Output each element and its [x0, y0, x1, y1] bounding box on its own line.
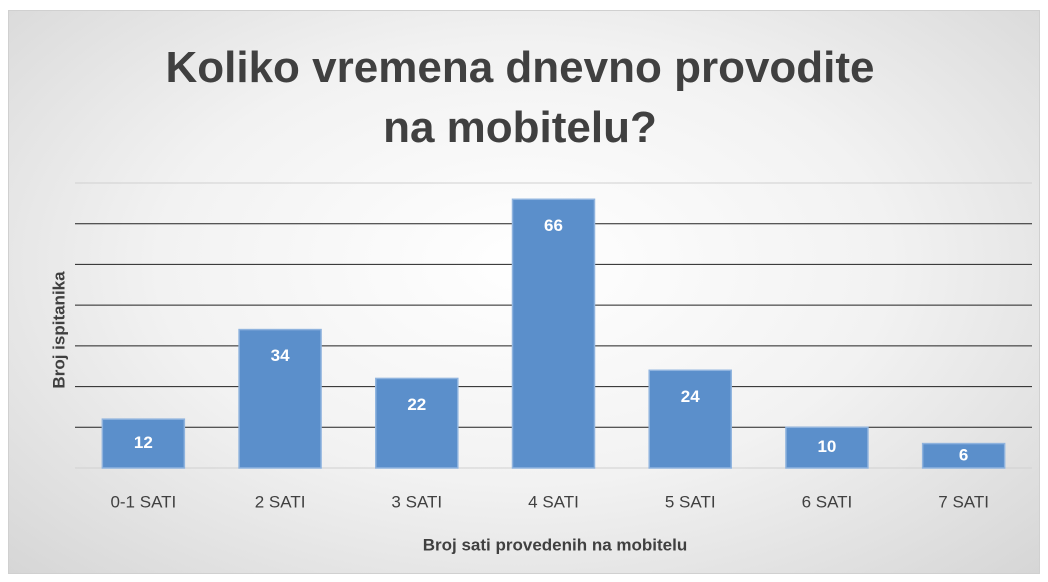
bar: [238, 328, 322, 469]
x-tick-label: 4 SATI: [528, 492, 579, 511]
data-label: 34: [271, 346, 290, 365]
x-tick-label: 5 SATI: [665, 492, 716, 511]
x-tick-label: 0-1 SATI: [110, 492, 176, 511]
data-label: 22: [407, 395, 426, 414]
data-label: 6: [959, 445, 968, 464]
data-label: 10: [817, 437, 836, 456]
x-tick-label: 7 SATI: [938, 492, 989, 511]
x-axis-label: Broj sati provedenih na mobitelu: [423, 535, 687, 554]
x-tick-label: 6 SATI: [802, 492, 853, 511]
bar: [785, 426, 869, 469]
bar: [648, 369, 732, 469]
x-tick-label: 3 SATI: [391, 492, 442, 511]
x-tick-label: 2 SATI: [255, 492, 306, 511]
bar: [375, 377, 459, 469]
data-label: 24: [681, 387, 700, 406]
data-label: 12: [134, 433, 153, 452]
bar: [511, 198, 596, 469]
data-label: 66: [544, 216, 563, 235]
bar: [921, 442, 1006, 469]
chart-title: Koliko vremena dnevno provodite na mobit…: [165, 43, 875, 152]
y-axis-label: Broj ispitanika: [49, 271, 68, 389]
bar: [101, 418, 186, 469]
